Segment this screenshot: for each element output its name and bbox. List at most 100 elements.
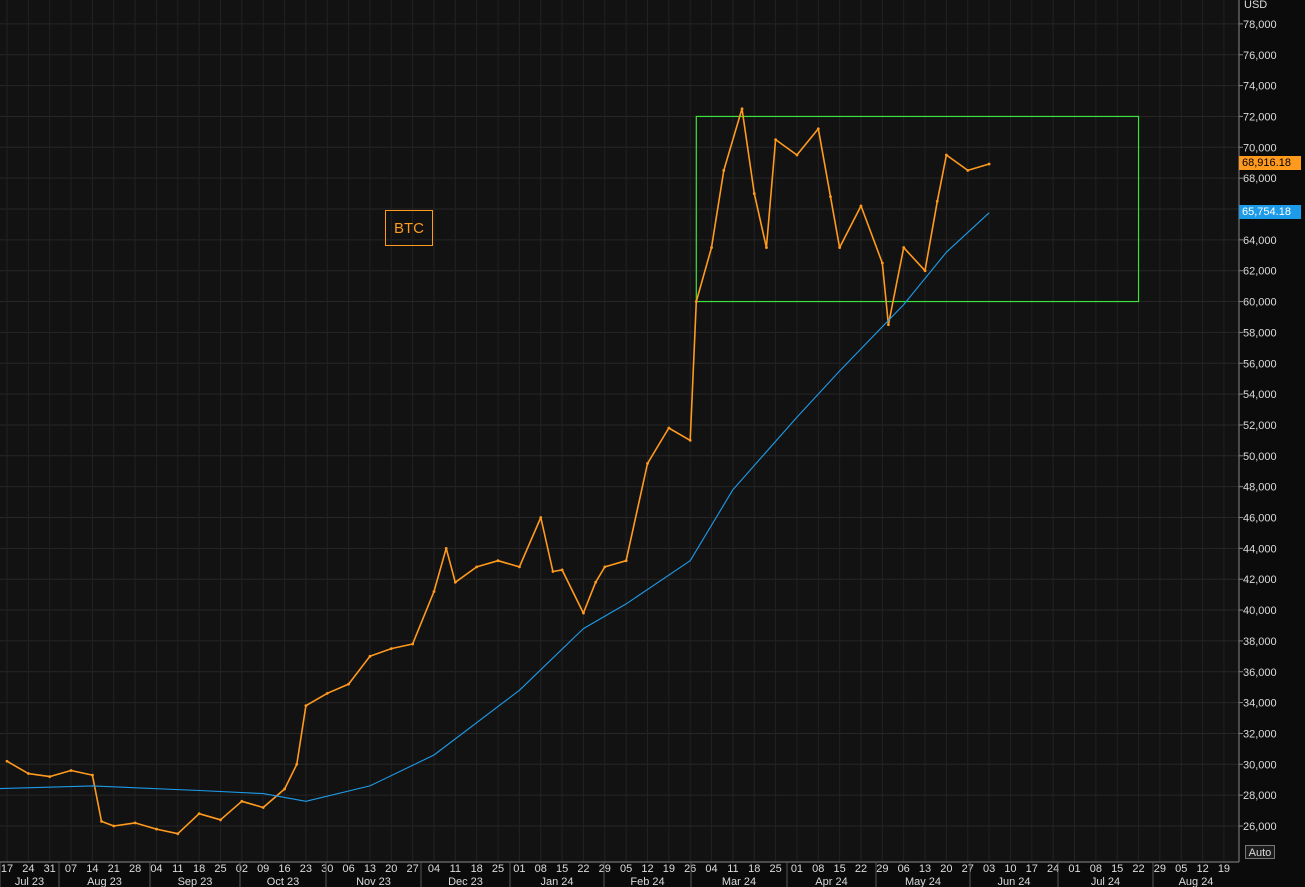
last-price-tag: 68,916.18 (1239, 156, 1301, 170)
btc-price-point (100, 819, 103, 823)
y-tick-label: 58,000 (1243, 327, 1277, 339)
x-day-tick-label: 04 (150, 863, 162, 875)
btc-price-point (91, 773, 94, 777)
x-day-tick-label: 15 (556, 863, 568, 875)
y-tick-label: 30,000 (1243, 759, 1277, 771)
x-month-tick-label: Dec 23 (448, 876, 483, 887)
btc-price-point (432, 590, 436, 593)
btc-price-point (539, 516, 543, 519)
y-tick-label: 36,000 (1243, 667, 1277, 679)
x-day-tick-label: 06 (342, 863, 354, 875)
btc-price-point (624, 559, 628, 563)
btc-price-point (133, 821, 137, 825)
grid-lines (0, 0, 1239, 862)
btc-price-point (295, 762, 299, 766)
x-day-tick-label: 15 (1111, 863, 1123, 875)
x-month-tick-label: Jul 23 (15, 876, 44, 887)
btc-price-point (945, 153, 948, 157)
x-day-tick-label: 04 (428, 863, 440, 875)
x-day-tick-label: 30 (321, 863, 333, 875)
btc-price-point (740, 107, 744, 111)
x-month-tick-label: Feb 24 (630, 876, 664, 887)
y-tick-label: 26,000 (1243, 821, 1277, 833)
btc-price-point (987, 162, 991, 166)
x-day-tick-label: 23 (300, 863, 312, 875)
x-month-tick-label: Mar 24 (722, 876, 756, 887)
btc-price-point (560, 568, 564, 572)
btc-price-point (887, 323, 890, 327)
btc-price-point (838, 246, 842, 249)
y-axis-ticks: 26,000 28,000 30,000 32,000 34,000 36,000 38,0… (1239, 19, 1277, 833)
y-tick-label: 78,000 (1243, 19, 1277, 31)
x-day-tick-label: 13 (364, 863, 376, 875)
x-day-tick-label: 24 (1047, 863, 1059, 875)
btc-price-point (710, 246, 713, 249)
x-day-tick-label: 07 (65, 863, 77, 875)
btc-price-point (935, 199, 939, 203)
x-day-tick-label: 15 (834, 863, 846, 875)
x-day-tick-label: 08 (812, 863, 824, 875)
x-day-tick-label: 14 (86, 863, 98, 875)
x-day-tick-label: 06 (898, 863, 910, 875)
y-tick-label: 50,000 (1243, 451, 1277, 463)
x-day-tick-label: 11 (727, 863, 738, 875)
x-day-tick-label: 17 (1026, 863, 1038, 875)
btc-price-point (347, 682, 350, 686)
btc-price-point (923, 269, 927, 273)
x-day-tick-label: 04 (705, 863, 717, 875)
range-box-rect (695, 115, 1140, 303)
x-axis-month-ticks: Jul 23 Aug 23 Sep 23 Oct 23 Nov 23 Dec 23 Jan … (0, 862, 1213, 887)
btc-price-point (594, 580, 598, 584)
x-day-tick-label: 26 (684, 863, 696, 875)
btc-price-point (475, 565, 479, 569)
x-month-tick-label: Oct 23 (267, 876, 299, 887)
btc-price-point (752, 192, 756, 195)
btc-price-point (694, 300, 698, 303)
btc-price-point (667, 426, 671, 430)
y-tick-label: 54,000 (1243, 389, 1277, 401)
x-day-tick-label: 27 (962, 863, 974, 875)
x-day-tick-label: 29 (876, 863, 888, 875)
btc-price-point (453, 580, 457, 584)
x-day-tick-label: 25 (492, 863, 504, 875)
x-day-tick-label: 19 (663, 863, 675, 875)
x-day-tick-label: 11 (450, 863, 461, 875)
series-layer (0, 107, 991, 836)
x-day-tick-label: 25 (769, 863, 781, 875)
btc-price-point (5, 759, 9, 763)
y-tick-label: 48,000 (1243, 482, 1277, 494)
y-tick-label: 40,000 (1243, 605, 1277, 617)
btc-price-point (444, 546, 448, 550)
x-day-tick-label: 11 (172, 863, 183, 875)
btc-price-point (722, 169, 726, 172)
btc-price-point (816, 127, 820, 131)
y-tick-label: 76,000 (1243, 50, 1277, 62)
x-day-tick-label: 19 (1218, 863, 1230, 875)
auto-scale-button[interactable]: Auto (1245, 845, 1275, 859)
btc-price-point (69, 769, 73, 772)
x-day-tick-label: 29 (599, 863, 611, 875)
btc-price-point (795, 153, 799, 157)
x-month-tick-label: May 24 (905, 876, 941, 887)
range-box (695, 115, 1140, 303)
x-month-tick-label: Jul 24 (1091, 876, 1120, 887)
y-tick-label: 52,000 (1243, 420, 1277, 432)
btc-price-point (646, 462, 649, 465)
plot-background (0, 0, 1239, 862)
y-tick-label: 60,000 (1243, 297, 1277, 309)
btc-price-point (197, 812, 201, 816)
x-day-tick-label: 27 (407, 863, 419, 875)
btc-price-point (176, 832, 180, 836)
x-day-tick-label: 21 (108, 863, 120, 875)
y-tick-label: 72,000 (1243, 111, 1277, 123)
btc-price-point (518, 565, 521, 569)
btc-price-point (688, 438, 692, 442)
series-label-btc: BTC (385, 210, 433, 246)
btc-price-point (774, 138, 777, 141)
btc-price-point (261, 806, 265, 809)
x-day-tick-label: 20 (385, 863, 397, 875)
btc-price-point (389, 647, 393, 651)
x-day-tick-label: 05 (620, 863, 632, 875)
x-day-tick-label: 28 (129, 863, 141, 875)
x-day-tick-label: 22 (855, 863, 867, 875)
